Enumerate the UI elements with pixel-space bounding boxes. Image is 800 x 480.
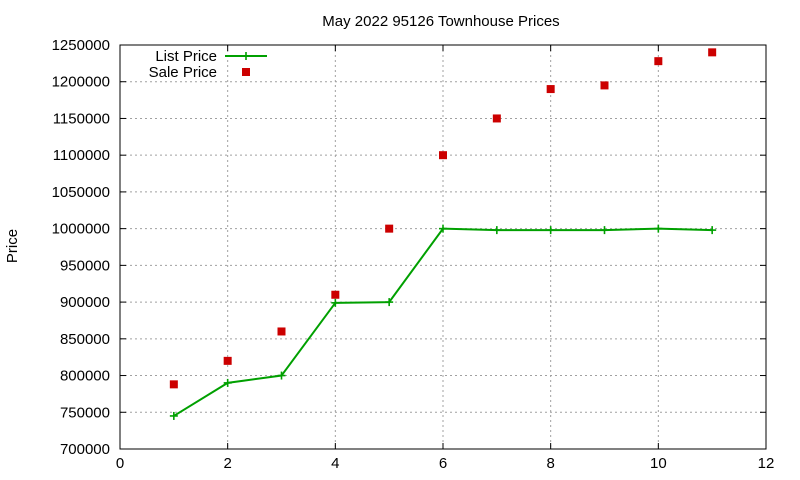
y-tick-label: 950000 xyxy=(60,257,110,274)
y-tick-label: 750000 xyxy=(60,404,110,421)
sale-price-point xyxy=(654,57,663,66)
legend-label-list-price: List Price xyxy=(155,48,217,65)
list-price-point xyxy=(546,226,555,235)
sale-price-point xyxy=(600,81,609,90)
x-tick-label: 4 xyxy=(331,455,339,472)
sale-price-point xyxy=(492,114,501,123)
x-tick-label: 0 xyxy=(116,455,124,472)
list-price-point xyxy=(708,226,717,235)
y-axis-label: Price xyxy=(4,229,21,263)
x-tick-label: 6 xyxy=(439,455,447,472)
x-tick-label: 12 xyxy=(758,455,775,472)
tick-layer: 0 2 4 6 8 10 12 700000 750000 800000 850000 900000 9… xyxy=(52,37,775,472)
y-tick-label: 1150000 xyxy=(53,110,110,127)
y-tick-label: 1050000 xyxy=(52,184,110,201)
sale-price-point xyxy=(546,85,555,94)
y-tick-label: 1250000 xyxy=(52,37,110,54)
y-tick-label: 700000 xyxy=(60,441,110,458)
y-tick-label: 900000 xyxy=(60,294,110,311)
list-price-point xyxy=(492,226,501,235)
y-tick-label: 1000000 xyxy=(52,221,110,238)
x-tick-label: 2 xyxy=(223,455,231,472)
x-tick-label: 8 xyxy=(546,455,554,472)
list-price-point xyxy=(169,411,178,420)
list-price-point xyxy=(600,226,609,235)
x-tick-label: 10 xyxy=(650,455,667,472)
legend-marker-sale-price xyxy=(242,68,250,76)
list-price-point xyxy=(654,224,663,233)
list-price-point xyxy=(439,224,447,233)
list-price-point xyxy=(223,378,232,387)
list-price-point xyxy=(331,298,340,307)
legend-label-sale-price: Sale Price xyxy=(149,64,217,81)
sale-price-point xyxy=(708,48,717,57)
list-price-point xyxy=(277,371,286,380)
y-tick-label: 1100000 xyxy=(53,147,110,164)
chart-title: May 2022 95126 Townhouse Prices xyxy=(322,13,559,30)
series-layer xyxy=(169,48,717,420)
y-tick-label: 800000 xyxy=(60,368,110,385)
sale-price-point xyxy=(439,151,447,160)
list-price-point xyxy=(385,298,394,307)
sale-price-point xyxy=(169,380,178,389)
legend-marker-list-price xyxy=(242,52,250,60)
y-tick-label: 850000 xyxy=(60,331,110,348)
sale-price-point xyxy=(223,356,232,365)
y-tick-label: 1200000 xyxy=(52,74,110,91)
sale-price-point xyxy=(277,327,286,336)
sale-price-point xyxy=(331,290,340,299)
sale-price-point xyxy=(385,224,394,233)
